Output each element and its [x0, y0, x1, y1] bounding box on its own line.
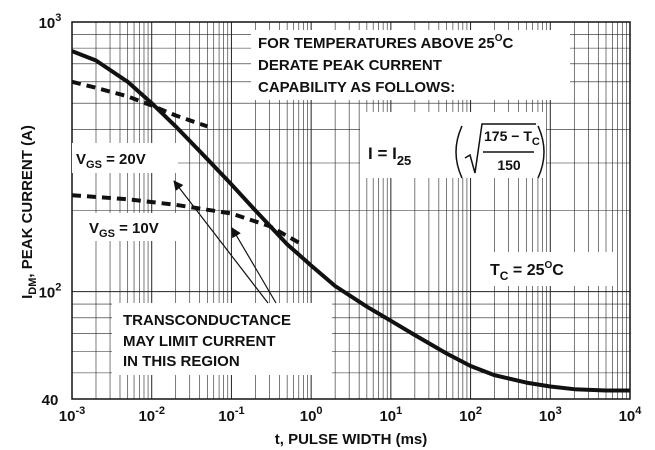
x-tick-labels: 10-3 10-2 10-1 100 101 102 103 104	[59, 405, 643, 425]
x-tick-label: 100	[300, 405, 323, 425]
y-tick-labels: 103 102 40	[39, 12, 62, 409]
formula-lhs: I = I25	[368, 144, 411, 168]
series-layer	[71, 49, 630, 393]
formula-denominator: 150	[497, 157, 521, 173]
formula-paren-right	[537, 125, 545, 179]
formula-numerator: 175 − TC	[484, 128, 540, 148]
vgs-10-label-box	[82, 213, 187, 241]
y-axis-title-sub: DM	[27, 278, 39, 295]
tc-label: TC = 25OC	[490, 260, 564, 283]
x-tick-label: 10-1	[218, 405, 244, 425]
plot-frame	[71, 21, 631, 400]
x-tick-label: 103	[539, 405, 562, 425]
arrow-to-vgs10	[231, 227, 277, 304]
vgs-20-label-box	[72, 143, 178, 173]
arrow-to-vgs20	[173, 180, 269, 304]
x-tick-label: 102	[459, 405, 482, 425]
y-tick-label: 103	[39, 12, 62, 32]
formula-paren-left	[455, 125, 463, 179]
vgs-10-label: VGS = 10V	[89, 220, 159, 240]
derate-note: FOR TEMPERATURES ABOVE 25OC DERATE PEAK …	[258, 33, 518, 96]
dashed-curve-1	[71, 79, 209, 129]
x-axis-title: t, PULSE WIDTH (ms)	[275, 431, 428, 448]
formula-box	[360, 112, 546, 178]
y-tick-label: 102	[39, 282, 62, 302]
dashed-curve-2	[71, 193, 300, 245]
peak-current-curve	[71, 49, 630, 393]
tc-label-box	[485, 252, 615, 286]
derate-note-box	[251, 30, 570, 100]
y-tick-label: 40	[42, 392, 59, 409]
transconductance-box	[112, 303, 332, 375]
x-tick-label: 101	[379, 405, 402, 425]
x-tick-label: 10-3	[59, 405, 85, 425]
y-axis-title: IDM, PEAK CURRENT (A)	[19, 125, 39, 299]
vgs-20-label: VGS = 20V	[76, 151, 146, 171]
formula-sqrt	[464, 123, 536, 174]
x-tick-label: 104	[619, 405, 643, 425]
transconductance-note: TRANSCONDUCTANCE MAY LIMIT CURRENT IN TH…	[123, 312, 295, 370]
x-tick-label: 10-2	[138, 405, 164, 425]
derating-formula: I = I25 175 − TC 150	[368, 123, 545, 179]
